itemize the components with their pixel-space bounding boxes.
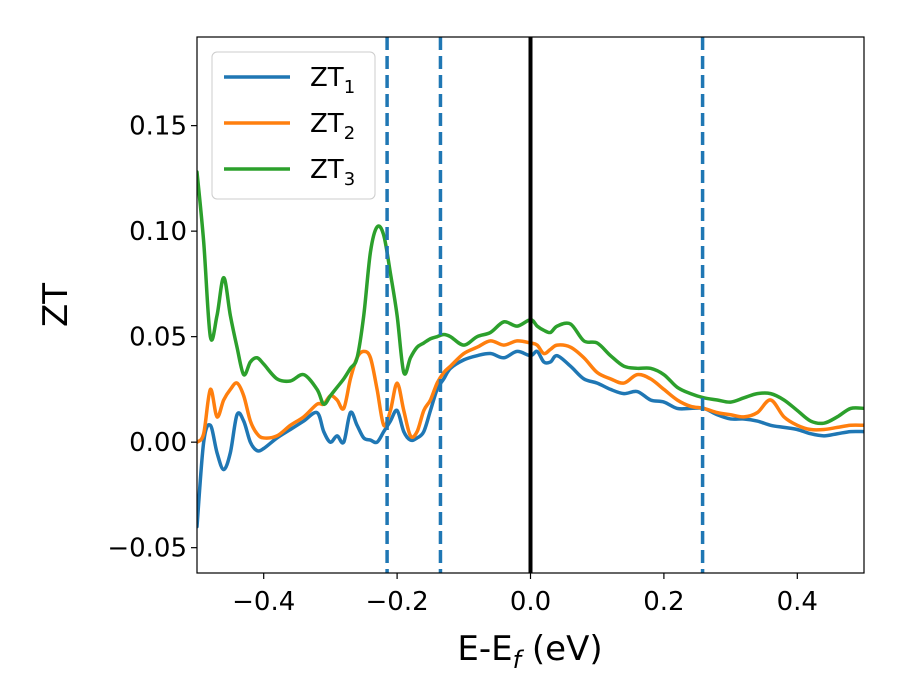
y-tick-label: 0.05 — [129, 323, 187, 353]
y-tick-label: 0.15 — [129, 112, 187, 142]
legend-label-main: ZT — [310, 109, 344, 139]
y-axis-label: ZT — [36, 283, 76, 327]
vline-layer — [385, 37, 705, 573]
y-axis-ticks: −0.05 0.00 0.05 0.10 0.15 — [107, 112, 197, 564]
y-tick-label: −0.05 — [107, 534, 187, 564]
legend-label-main: ZT — [310, 155, 344, 185]
legend-label-main: ZT — [310, 63, 344, 93]
legend-box — [211, 51, 376, 200]
legend-label-zt1: ZT1 — [310, 63, 355, 98]
x-axis-ticks: −0.4 −0.2 0.0 0.2 0.4 — [232, 573, 818, 617]
legend-label-zt3: ZT3 — [310, 155, 355, 190]
legend-label-sub: 2 — [344, 123, 355, 144]
x-tick-label: 0.2 — [643, 587, 684, 617]
x-tick-label: −0.2 — [366, 587, 429, 617]
legend-label-zt2: ZT2 — [310, 109, 355, 144]
series-line-zt3 — [197, 170, 864, 426]
x-axis-label: E-Ef (eV) — [457, 629, 602, 674]
y-tick-label: 0.10 — [129, 217, 187, 247]
legend-label-sub: 1 — [344, 77, 355, 98]
x-axis-label-unit: (eV) — [521, 629, 603, 669]
x-tick-label: −0.4 — [232, 587, 295, 617]
y-tick-label: 0.00 — [129, 428, 187, 458]
series-line-zt2 — [197, 339, 864, 444]
x-tick-label: 0.0 — [510, 587, 551, 617]
series-layer — [197, 170, 864, 529]
series-line-zt1 — [197, 349, 864, 529]
x-tick-label: 0.4 — [777, 587, 818, 617]
x-axis-label-main: E-E — [457, 629, 512, 669]
legend-label-sub: 3 — [344, 169, 355, 190]
